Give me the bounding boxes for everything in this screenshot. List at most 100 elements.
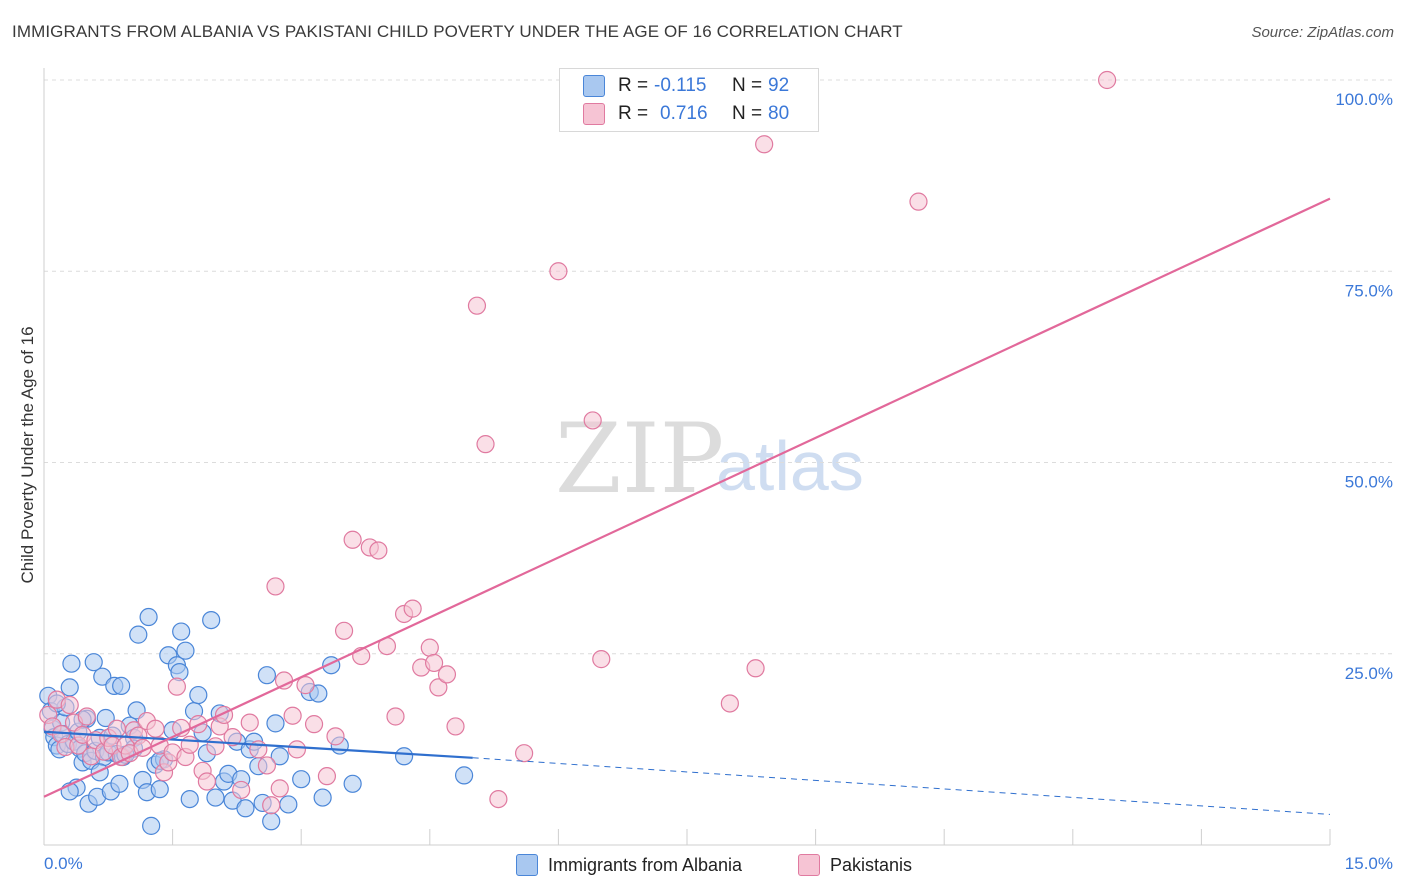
legend-n-value: 80 xyxy=(768,103,790,124)
legend-r-label: R = xyxy=(618,75,649,96)
bottom-legend-albania: Immigrants from Albania xyxy=(516,852,742,878)
albania-point xyxy=(172,622,191,641)
x-tick-label: 0.0% xyxy=(44,854,83,873)
pakistani-point xyxy=(467,296,487,315)
pakistani-point xyxy=(257,756,277,775)
albania-point xyxy=(180,789,199,809)
albania-point xyxy=(60,678,79,697)
bottom-legend-swatch-albania xyxy=(516,854,538,876)
bottom-legend-label-pakistani: Pakistanis xyxy=(830,854,913,875)
pakistani-point xyxy=(549,262,568,281)
pakistani-point xyxy=(515,744,534,763)
albania-point xyxy=(129,625,148,644)
albania-point xyxy=(262,812,281,831)
albania-point xyxy=(257,666,277,685)
legend-n-label: N = xyxy=(732,75,763,96)
bottom-legend-pakistani: Pakistanis xyxy=(798,852,912,878)
y-tick-label: 50.0% xyxy=(1345,473,1393,492)
trend-line-pakistani xyxy=(43,197,1331,798)
albania-point xyxy=(112,676,131,695)
y-tick-label: 75.0% xyxy=(1345,281,1393,300)
pakistani-point xyxy=(167,677,186,696)
albania-point xyxy=(309,684,328,703)
albania-point xyxy=(279,795,298,814)
pakistani-point xyxy=(326,727,345,746)
albania-point xyxy=(150,780,169,799)
albania-point xyxy=(142,816,161,835)
pakistani-point xyxy=(592,650,611,669)
albania-point xyxy=(176,641,195,660)
pakistani-point xyxy=(746,659,765,678)
series-pakistani-points xyxy=(39,70,1117,815)
pakistani-point xyxy=(107,719,126,738)
pakistani-point xyxy=(489,789,508,809)
pakistani-point xyxy=(369,541,388,560)
albania-point xyxy=(394,747,414,766)
albania-point xyxy=(96,708,115,728)
pakistani-point xyxy=(206,737,225,756)
legend-r-label: R = xyxy=(618,103,649,124)
albania-point xyxy=(110,774,129,793)
albania-point xyxy=(84,653,103,672)
y-tick-label: 25.0% xyxy=(1345,664,1393,683)
pakistani-point xyxy=(755,135,774,154)
legend-swatch-pakistani xyxy=(583,103,605,125)
pakistani-point xyxy=(583,411,602,430)
pakistani-point xyxy=(720,694,739,713)
pakistani-point xyxy=(386,707,405,726)
pakistani-point xyxy=(60,695,79,715)
watermark-zip: ZIP xyxy=(555,403,724,515)
albania-point xyxy=(343,774,362,793)
trend-lines xyxy=(43,197,1331,815)
albania-point xyxy=(206,788,225,807)
pakistani-point xyxy=(420,638,439,657)
albania-point xyxy=(189,685,208,705)
source-label: Source: ZipAtlas.com xyxy=(1251,24,1394,41)
pakistani-point xyxy=(446,717,465,736)
pakistani-point xyxy=(334,621,354,640)
bottom-legend-label-albania: Immigrants from Albania xyxy=(548,854,743,875)
albania-point xyxy=(266,714,285,733)
legend-r-value: -0.115 xyxy=(654,75,707,96)
albania-point xyxy=(90,763,109,782)
pakistani-point xyxy=(304,715,324,734)
trend-line-albania xyxy=(43,730,473,759)
albania-point xyxy=(139,607,158,627)
albania-point xyxy=(270,747,289,766)
legend-box: R = -0.115 N = 92 R = 0.716 N = 80 xyxy=(559,68,819,132)
albania-point xyxy=(313,788,332,807)
legend-r-value: 0.716 xyxy=(660,103,708,124)
pakistani-point xyxy=(476,435,495,454)
pakistani-point xyxy=(424,653,444,673)
pakistani-point xyxy=(283,706,302,725)
pakistani-point xyxy=(909,192,928,211)
pakistani-point xyxy=(274,671,294,690)
pakistani-point xyxy=(180,735,199,754)
pakistani-point xyxy=(1097,70,1117,90)
bottom-legend-swatch-pakistani xyxy=(798,854,820,876)
pakistani-point xyxy=(429,678,448,697)
pakistani-point xyxy=(296,676,315,695)
pakistani-point xyxy=(437,665,457,684)
albania-point xyxy=(93,667,112,686)
pakistani-point xyxy=(262,796,281,815)
pakistani-point xyxy=(266,577,285,596)
pakistani-point xyxy=(287,740,307,759)
pakistani-point xyxy=(403,599,422,618)
pakistani-point xyxy=(232,780,251,800)
pakistani-point xyxy=(77,707,96,726)
pakistani-point xyxy=(343,530,362,549)
legend-n-label: N = xyxy=(732,103,763,124)
x-tick-label: 15.0% xyxy=(1345,854,1393,873)
albania-point xyxy=(454,766,474,785)
chart-title: IMMIGRANTS FROM ALBANIA VS PAKISTANI CHI… xyxy=(12,22,903,41)
watermark-atlas: atlas xyxy=(716,427,864,505)
albania-point xyxy=(62,654,81,673)
legend-swatch-albania xyxy=(583,75,605,97)
tick-labels: 25.0% 50.0% 75.0% 100.0% 0.0% 15.0% xyxy=(44,90,1393,873)
pakistani-point xyxy=(240,713,259,732)
pakistani-point xyxy=(270,779,289,798)
y-axis-label-container: Child Poverty Under the Age of 16 xyxy=(16,300,40,610)
